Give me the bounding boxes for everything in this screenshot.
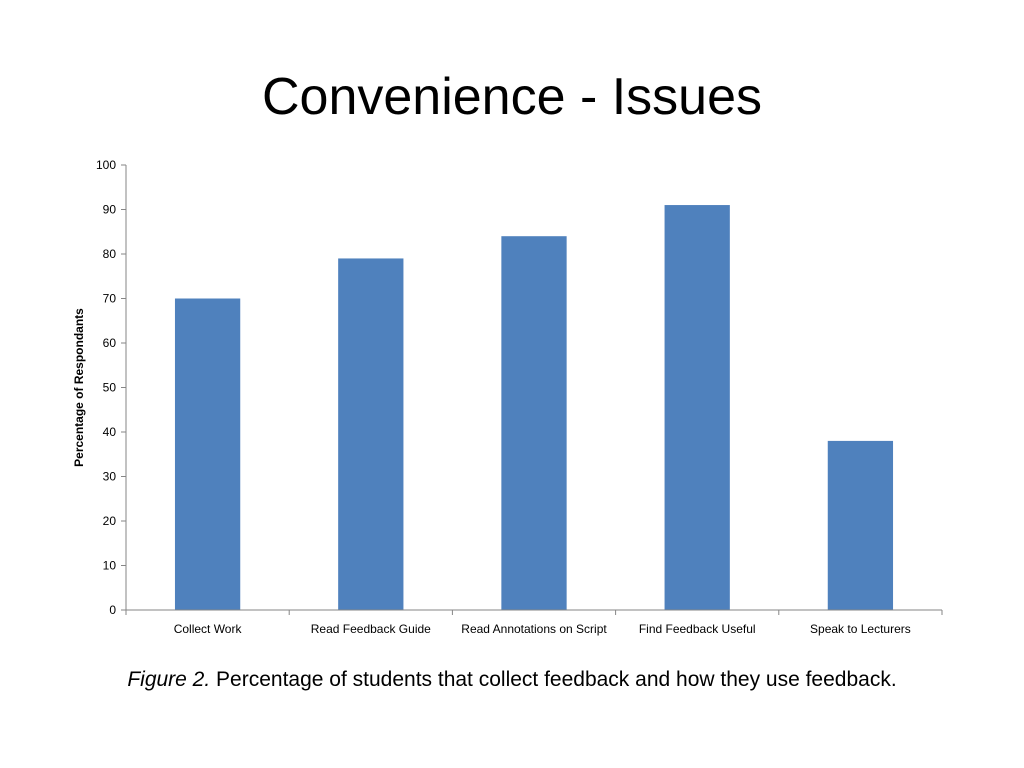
y-tick-label: 80: [103, 247, 117, 261]
y-tick-label: 30: [103, 470, 117, 484]
y-tick-label: 20: [103, 514, 117, 528]
figure-caption: Figure 2. Percentage of students that co…: [0, 666, 1024, 694]
x-tick-label: Collect Work: [174, 622, 243, 636]
bar: [338, 258, 404, 610]
bars-group: [174, 205, 894, 611]
bar: [827, 440, 894, 610]
slide-title: Convenience - Issues: [261, 68, 763, 126]
x-tick-label: Speak to Lecturers: [810, 622, 911, 636]
figure-label: Figure 2.: [127, 668, 211, 691]
y-tick-label: 100: [96, 158, 116, 172]
x-tick-label: Read Annotations on Script: [461, 622, 607, 636]
x-tick-label: Find Feedback Useful: [639, 622, 756, 636]
y-tick-label: 40: [103, 425, 117, 439]
y-tick-label: 60: [103, 336, 117, 350]
bar: [664, 205, 730, 611]
bar: [174, 298, 241, 610]
y-tick-label: 70: [103, 292, 117, 306]
y-tick-label: 0: [109, 603, 116, 617]
y-tick-label: 50: [103, 381, 117, 395]
y-axis-title: Percentage of Respondants: [72, 308, 86, 467]
y-axis-ticks: 0 10 20 30 40 50 60 70 80 90 100: [96, 158, 126, 617]
bar: [501, 236, 567, 610]
y-tick-label: 10: [103, 559, 117, 573]
x-tick-label: Read Feedback Guide: [311, 622, 431, 636]
figure-caption-text: Percentage of students that collect feed…: [216, 668, 897, 691]
x-axis-ticks: Collect Work Read Feedback Guide Read Anno…: [125, 610, 943, 636]
y-tick-label: 90: [103, 203, 117, 217]
